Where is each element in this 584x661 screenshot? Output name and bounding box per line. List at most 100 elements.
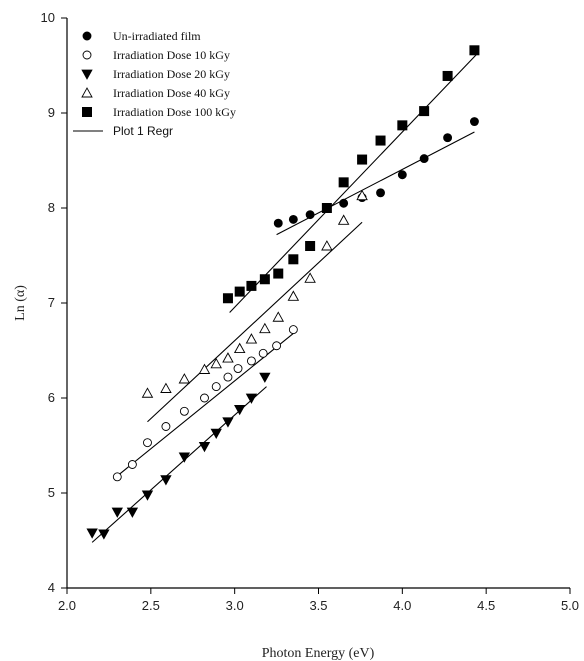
y-axis-title: Ln (α) xyxy=(13,285,28,321)
data-point xyxy=(376,188,385,198)
y-ticks: 4 5 6 7 8 9 10 xyxy=(41,10,67,595)
data-point xyxy=(198,442,211,453)
data-point xyxy=(288,214,298,224)
y-tick-label: 5 xyxy=(48,485,55,500)
data-point xyxy=(178,452,191,463)
data-point xyxy=(469,117,479,127)
data-point xyxy=(287,290,300,301)
regression-line xyxy=(229,52,479,313)
data-point xyxy=(272,341,282,351)
data-point xyxy=(234,286,245,297)
data-point xyxy=(356,189,368,201)
data-point xyxy=(321,203,332,213)
data-point xyxy=(86,528,98,539)
legend: Un-irradiated film Irradiation Dose 10 kG… xyxy=(73,29,236,138)
x-ticks: 2.0 2.5 3.0 3.5 4.0 4.5 5.0 xyxy=(58,588,579,613)
data-point xyxy=(211,382,221,392)
x-tick-label: 3.5 xyxy=(309,598,327,613)
data-point xyxy=(246,356,256,366)
data-point xyxy=(337,214,350,225)
y-tick-label: 7 xyxy=(48,295,55,310)
legend-marker xyxy=(82,50,92,60)
legend-label: Irradiation Dose 40 kGy xyxy=(113,86,230,100)
data-point xyxy=(233,342,246,354)
data-point xyxy=(210,428,222,439)
data-point xyxy=(304,272,316,283)
data-point xyxy=(143,438,152,448)
data-point xyxy=(419,154,429,164)
data-point xyxy=(141,490,154,501)
data-point xyxy=(443,133,453,143)
data-point xyxy=(234,404,246,416)
data-point xyxy=(160,475,172,486)
data-point xyxy=(111,507,123,518)
data-point xyxy=(357,154,368,165)
data-point xyxy=(233,364,243,373)
data-point xyxy=(397,120,408,131)
axes xyxy=(66,18,570,589)
x-tick-label: 3.0 xyxy=(226,598,244,613)
data-point xyxy=(112,472,122,482)
data-points xyxy=(86,45,480,540)
data-point xyxy=(246,280,257,291)
data-point xyxy=(222,352,234,363)
regression-line xyxy=(147,221,363,423)
y-tick-label: 4 xyxy=(48,580,55,595)
legend-marker xyxy=(82,31,92,41)
data-point xyxy=(127,460,137,469)
data-point xyxy=(161,422,171,431)
data-point xyxy=(141,387,154,398)
data-point xyxy=(442,70,453,81)
data-point xyxy=(245,333,258,344)
data-point xyxy=(98,529,110,540)
legend-marker xyxy=(81,87,93,98)
x-tick-label: 2.0 xyxy=(58,598,76,613)
data-point xyxy=(273,268,284,279)
data-point xyxy=(419,106,430,117)
data-point xyxy=(198,363,211,374)
y-tick-label: 10 xyxy=(41,10,55,25)
x-axis-title: Photon Energy (eV) xyxy=(262,646,375,661)
data-point xyxy=(179,406,189,416)
y-tick-label: 8 xyxy=(48,200,55,215)
data-point xyxy=(288,325,298,335)
regression-line xyxy=(91,386,267,543)
x-tick-label: 5.0 xyxy=(561,598,579,613)
y-tick-label: 6 xyxy=(48,390,55,405)
x-tick-label: 4.5 xyxy=(477,598,495,613)
data-point xyxy=(160,382,172,393)
data-point xyxy=(339,198,349,208)
regression-line xyxy=(276,131,475,236)
data-point xyxy=(305,210,315,220)
data-point xyxy=(222,417,234,428)
legend-label: Plot 1 Regr xyxy=(113,124,173,138)
legend-label: Irradiation Dose 20 kGy xyxy=(113,67,230,81)
y-tick-label: 9 xyxy=(48,105,55,120)
data-point xyxy=(469,45,480,56)
data-point xyxy=(375,135,386,146)
legend-label: Un-irradiated film xyxy=(113,29,201,43)
data-point xyxy=(273,218,283,228)
data-point xyxy=(259,372,271,383)
data-point xyxy=(258,348,268,358)
x-tick-label: 4.0 xyxy=(393,598,411,613)
data-point xyxy=(259,322,271,334)
data-point xyxy=(126,507,139,518)
legend-label: Irradiation Dose 100 kGy xyxy=(113,105,236,119)
data-point xyxy=(178,373,191,384)
data-point xyxy=(305,241,316,251)
data-point xyxy=(397,170,407,180)
data-point xyxy=(210,357,222,369)
data-point xyxy=(200,393,209,403)
data-point xyxy=(223,372,233,382)
data-point xyxy=(245,393,258,404)
data-point xyxy=(321,240,333,251)
legend-marker xyxy=(82,107,92,117)
x-tick-label: 2.5 xyxy=(142,598,160,613)
data-point xyxy=(259,274,270,285)
data-point xyxy=(288,254,299,265)
legend-marker xyxy=(81,69,93,80)
legend-label: Irradiation Dose 10 kGy xyxy=(113,48,230,62)
data-point xyxy=(272,311,285,322)
